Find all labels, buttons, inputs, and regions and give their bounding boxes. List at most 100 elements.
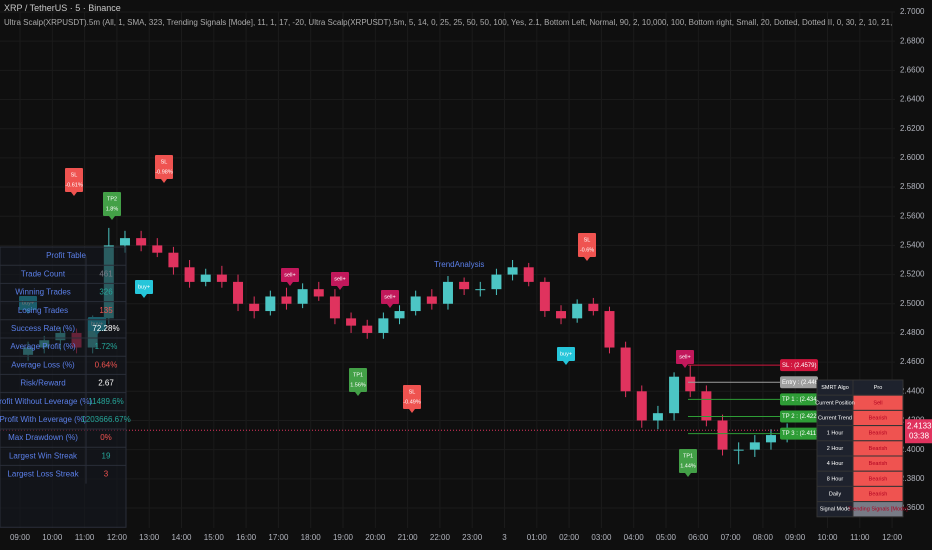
signal-pointer [682, 364, 688, 368]
candle-body [362, 325, 373, 333]
annotation: TrendAnalysis [434, 260, 484, 269]
candle-body [313, 289, 324, 297]
y-tick-label: 2.4000 [900, 445, 925, 454]
profit-row-label: Max Drawdown (%) [8, 433, 78, 442]
smrt-label: Current Position [815, 400, 854, 406]
candle-body [491, 274, 502, 290]
y-tick-label: 2.3600 [900, 503, 925, 512]
smrt-label: Daily [829, 491, 841, 497]
signal-box [381, 290, 399, 304]
candle-body [184, 267, 195, 282]
candle-body [556, 311, 567, 319]
y-tick-label: 2.6000 [900, 153, 925, 162]
x-tick-label: 02:00 [559, 533, 580, 542]
smrt-value: Bearish [869, 476, 888, 482]
signal-label: buy+ [138, 284, 150, 290]
profit-row-value: 2.67 [98, 379, 114, 388]
signal-pointer [109, 216, 115, 220]
y-tick-label: 2.4800 [900, 328, 925, 337]
level-tag [780, 393, 818, 406]
x-tick-label: 06:00 [688, 533, 709, 542]
x-tick-label: 05:00 [656, 533, 677, 542]
candle-body [394, 311, 405, 319]
y-tick-label: 2.6600 [900, 65, 925, 74]
signal-box [103, 192, 121, 216]
x-tick-label: 17:00 [268, 533, 289, 542]
x-tick-label: 13:00 [139, 533, 160, 542]
x-tick-label: 08:00 [753, 533, 774, 542]
x-tick-label: 01:00 [527, 533, 548, 542]
signal-label: TP2 [107, 196, 117, 202]
profit-row-value: 0% [100, 433, 112, 442]
profit-row-value: 461 [99, 269, 113, 278]
signal-pointer [584, 257, 590, 261]
signal-box [349, 368, 367, 392]
profit-row-label: Winning Trades [15, 288, 71, 297]
y-tick-label: 2.4400 [900, 386, 925, 395]
level-label: TP 3 : (2.411) [782, 431, 818, 437]
y-tick-label: 2.5800 [900, 182, 925, 191]
signal-box [135, 280, 153, 294]
x-tick-label: 11:00 [75, 533, 95, 542]
profit-row-label: Profit With Leverage (%) [0, 415, 87, 424]
smrt-value: Trending Signals [Mode] [848, 507, 908, 513]
candle-body [685, 376, 696, 392]
candle-body [475, 289, 486, 291]
level-tag [780, 376, 818, 389]
candle-body [652, 413, 663, 421]
profit-row-label: Average Loss (%) [11, 360, 75, 369]
signal-label: TP1 [683, 453, 693, 459]
symbol-title[interactable]: XRP / TetherUS · 5 · Binance [4, 3, 121, 13]
signal-pointer [141, 294, 147, 298]
profit-row-value: 3 [104, 470, 109, 479]
candle-body [168, 252, 179, 268]
signal-pointer [387, 304, 393, 308]
x-tick-label: 3 [502, 533, 507, 542]
signal-label: -0.61% [65, 182, 83, 188]
signal-label: -0.98% [155, 169, 173, 175]
smrt-cell-value [852, 501, 904, 518]
signal-pointer [355, 392, 361, 396]
signal-box [281, 268, 299, 282]
signal-box [155, 155, 173, 179]
level-label: TP 1 : (2.4345) [782, 397, 822, 403]
indicator-settings[interactable]: Ultra Scalp(XRPUSDT).5m (All, 1, SMA, 32… [4, 18, 894, 27]
countdown-label: 03:38 [909, 431, 930, 440]
smrt-value: Bearish [869, 461, 888, 467]
profit-row-value: 1203666.67% [81, 415, 130, 424]
x-tick-label: 07:00 [721, 533, 742, 542]
smrt-value: Bearish [869, 491, 888, 497]
last-price-label: 2.4133 [907, 421, 932, 430]
smrt-value: Bearish [869, 446, 888, 452]
candle-body [152, 245, 163, 253]
candle-body [281, 296, 292, 304]
x-tick-label: 22:00 [430, 533, 451, 542]
level-tag [780, 427, 818, 440]
candle-body [701, 391, 712, 421]
smrt-label: 2 Hour [827, 446, 844, 452]
signal-box [676, 350, 694, 364]
x-tick-label: 11:00 [850, 533, 870, 542]
x-tick-label: 15:00 [204, 533, 225, 542]
signal-pointer [337, 286, 343, 290]
x-tick-label: 18:00 [301, 533, 322, 542]
candle-body [200, 274, 211, 282]
candle-body [136, 238, 147, 246]
x-tick-label: 03:00 [591, 533, 612, 542]
profit-row-value: 0.64% [95, 360, 118, 369]
signal-label: SL [584, 237, 591, 243]
x-tick-label: 23:00 [462, 533, 483, 542]
candle-body [636, 391, 647, 421]
smrt-value: Bearish [869, 431, 888, 437]
signal-label: SL [161, 159, 168, 165]
level-tag [780, 410, 818, 423]
candle-body [765, 435, 776, 443]
candle-body [216, 274, 227, 282]
candle-body [523, 267, 534, 282]
y-tick-label: 2.5200 [900, 270, 925, 279]
signal-box [331, 272, 349, 286]
candle-body [539, 281, 550, 312]
x-tick-label: 12:00 [107, 533, 128, 542]
candle-body [410, 296, 421, 312]
